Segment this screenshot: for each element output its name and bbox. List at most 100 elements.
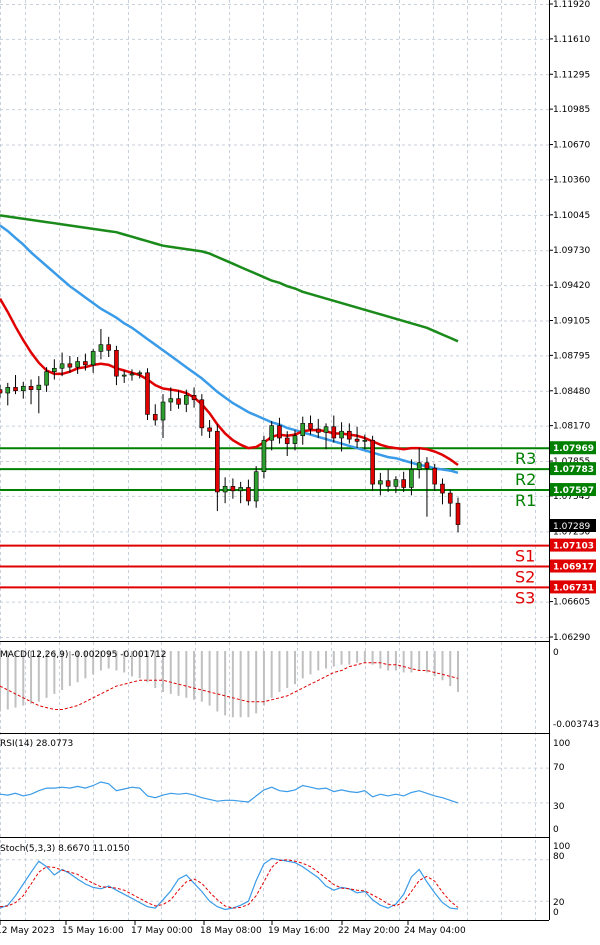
support-resistance-levels xyxy=(0,447,549,589)
candle-body xyxy=(52,367,57,372)
candle-body xyxy=(261,439,267,473)
candle-body xyxy=(424,462,430,469)
candlestick xyxy=(114,345,119,386)
time-tick-label: 18 May 08:00 xyxy=(200,926,262,936)
price-tick-label: 1.08170 xyxy=(553,422,590,432)
candlestick xyxy=(160,394,166,438)
stoch-k-line xyxy=(0,857,459,911)
candle-body xyxy=(13,387,18,392)
candle-body xyxy=(20,385,26,392)
candle-body xyxy=(215,430,220,493)
candle-body xyxy=(347,430,352,440)
macd-indicator xyxy=(0,651,459,718)
candlestick xyxy=(292,430,298,451)
candlestick xyxy=(347,423,352,444)
price-tick-label: 1.10360 xyxy=(553,175,590,185)
candle-body xyxy=(292,435,298,444)
candle-body xyxy=(323,426,329,433)
candlestick xyxy=(52,359,57,380)
candlestick xyxy=(362,434,368,450)
candlestick xyxy=(440,478,445,505)
stoch-tick-80: 80 xyxy=(553,852,565,862)
candle-body xyxy=(246,487,251,502)
candle-body xyxy=(370,439,375,485)
rsi-indicator xyxy=(0,767,549,804)
price-tick-label: 1.07545 xyxy=(553,492,590,502)
price-tick-label: 1.10985 xyxy=(553,105,590,115)
candle-body xyxy=(59,363,65,369)
candlestick xyxy=(315,418,321,438)
level-price-label: 1.07969 xyxy=(553,444,594,454)
candlestick xyxy=(222,477,228,504)
candle-body xyxy=(160,401,166,421)
candlestick xyxy=(331,415,337,443)
candle-body xyxy=(238,487,243,492)
level-price-box xyxy=(550,483,596,497)
candle-body xyxy=(67,363,73,368)
price-tick-label: 1.07230 xyxy=(553,527,590,537)
candle-body xyxy=(44,371,49,386)
candlestick xyxy=(106,336,111,358)
candle-body xyxy=(230,486,236,492)
candle-body xyxy=(176,398,181,405)
candlestick xyxy=(83,353,88,371)
candlestick xyxy=(184,389,189,413)
stoch-tick-20: 20 xyxy=(553,898,565,908)
candle-body xyxy=(315,428,321,433)
candle-body xyxy=(36,384,42,390)
candle-body xyxy=(207,427,212,432)
candle-body xyxy=(5,387,11,394)
candle-body xyxy=(137,372,143,375)
macd-signal-line xyxy=(0,662,459,710)
candle-body xyxy=(331,426,337,439)
macd-tick-top: 0 xyxy=(553,648,559,658)
candlestick xyxy=(416,448,422,479)
level-name-s1: S1 xyxy=(515,547,535,566)
candlestick xyxy=(168,387,174,412)
candlestick xyxy=(67,355,73,373)
candlestick xyxy=(28,379,34,405)
level-price-box xyxy=(550,462,596,476)
level-price-box xyxy=(550,559,596,573)
candle-body xyxy=(90,351,96,366)
macd-label: MACD(12,26,9) -0.002095 -0.001712 xyxy=(0,650,166,660)
price-tick-label: 1.06605 xyxy=(553,598,590,608)
price-tick-label: 1.07855 xyxy=(553,457,590,467)
candlestick xyxy=(176,390,181,409)
candlestick xyxy=(246,479,251,506)
level-price-box xyxy=(550,580,596,594)
candle-body xyxy=(416,462,422,470)
ma-mid-line xyxy=(0,224,459,475)
time-tick-label: 19 May 16:00 xyxy=(268,926,330,936)
candle-body xyxy=(75,361,80,368)
candle-body xyxy=(121,374,127,377)
candlestick xyxy=(378,472,383,496)
candle-body xyxy=(440,483,445,494)
candlestick xyxy=(424,457,430,517)
candle-body xyxy=(222,486,228,493)
level-name-r1: R1 xyxy=(515,491,536,510)
candlestick xyxy=(339,422,344,452)
price-tick-label: 1.08480 xyxy=(553,387,590,397)
level-name-s2: S2 xyxy=(515,568,535,587)
candlestick xyxy=(230,478,236,499)
level-name-s3: S3 xyxy=(515,588,535,607)
candlestick xyxy=(215,424,220,512)
price-tick-label: 1.09420 xyxy=(553,281,590,291)
time-tick-label: 24 May 04:00 xyxy=(404,926,466,936)
candle-body xyxy=(129,373,135,376)
candlestick xyxy=(13,375,18,395)
candlestick xyxy=(455,497,461,533)
ma-fast-line xyxy=(0,297,459,467)
level-name-r3: R3 xyxy=(515,449,536,468)
candlesticks xyxy=(0,328,461,533)
candle-body xyxy=(401,479,406,488)
level-price-label: 1.07103 xyxy=(553,542,594,552)
candle-body xyxy=(28,385,34,390)
stoch-tick-100: 100 xyxy=(553,842,570,852)
candlestick xyxy=(121,370,127,383)
candlestick xyxy=(145,368,150,421)
candlestick xyxy=(401,471,406,492)
level-price-label: 1.06731 xyxy=(553,583,594,593)
